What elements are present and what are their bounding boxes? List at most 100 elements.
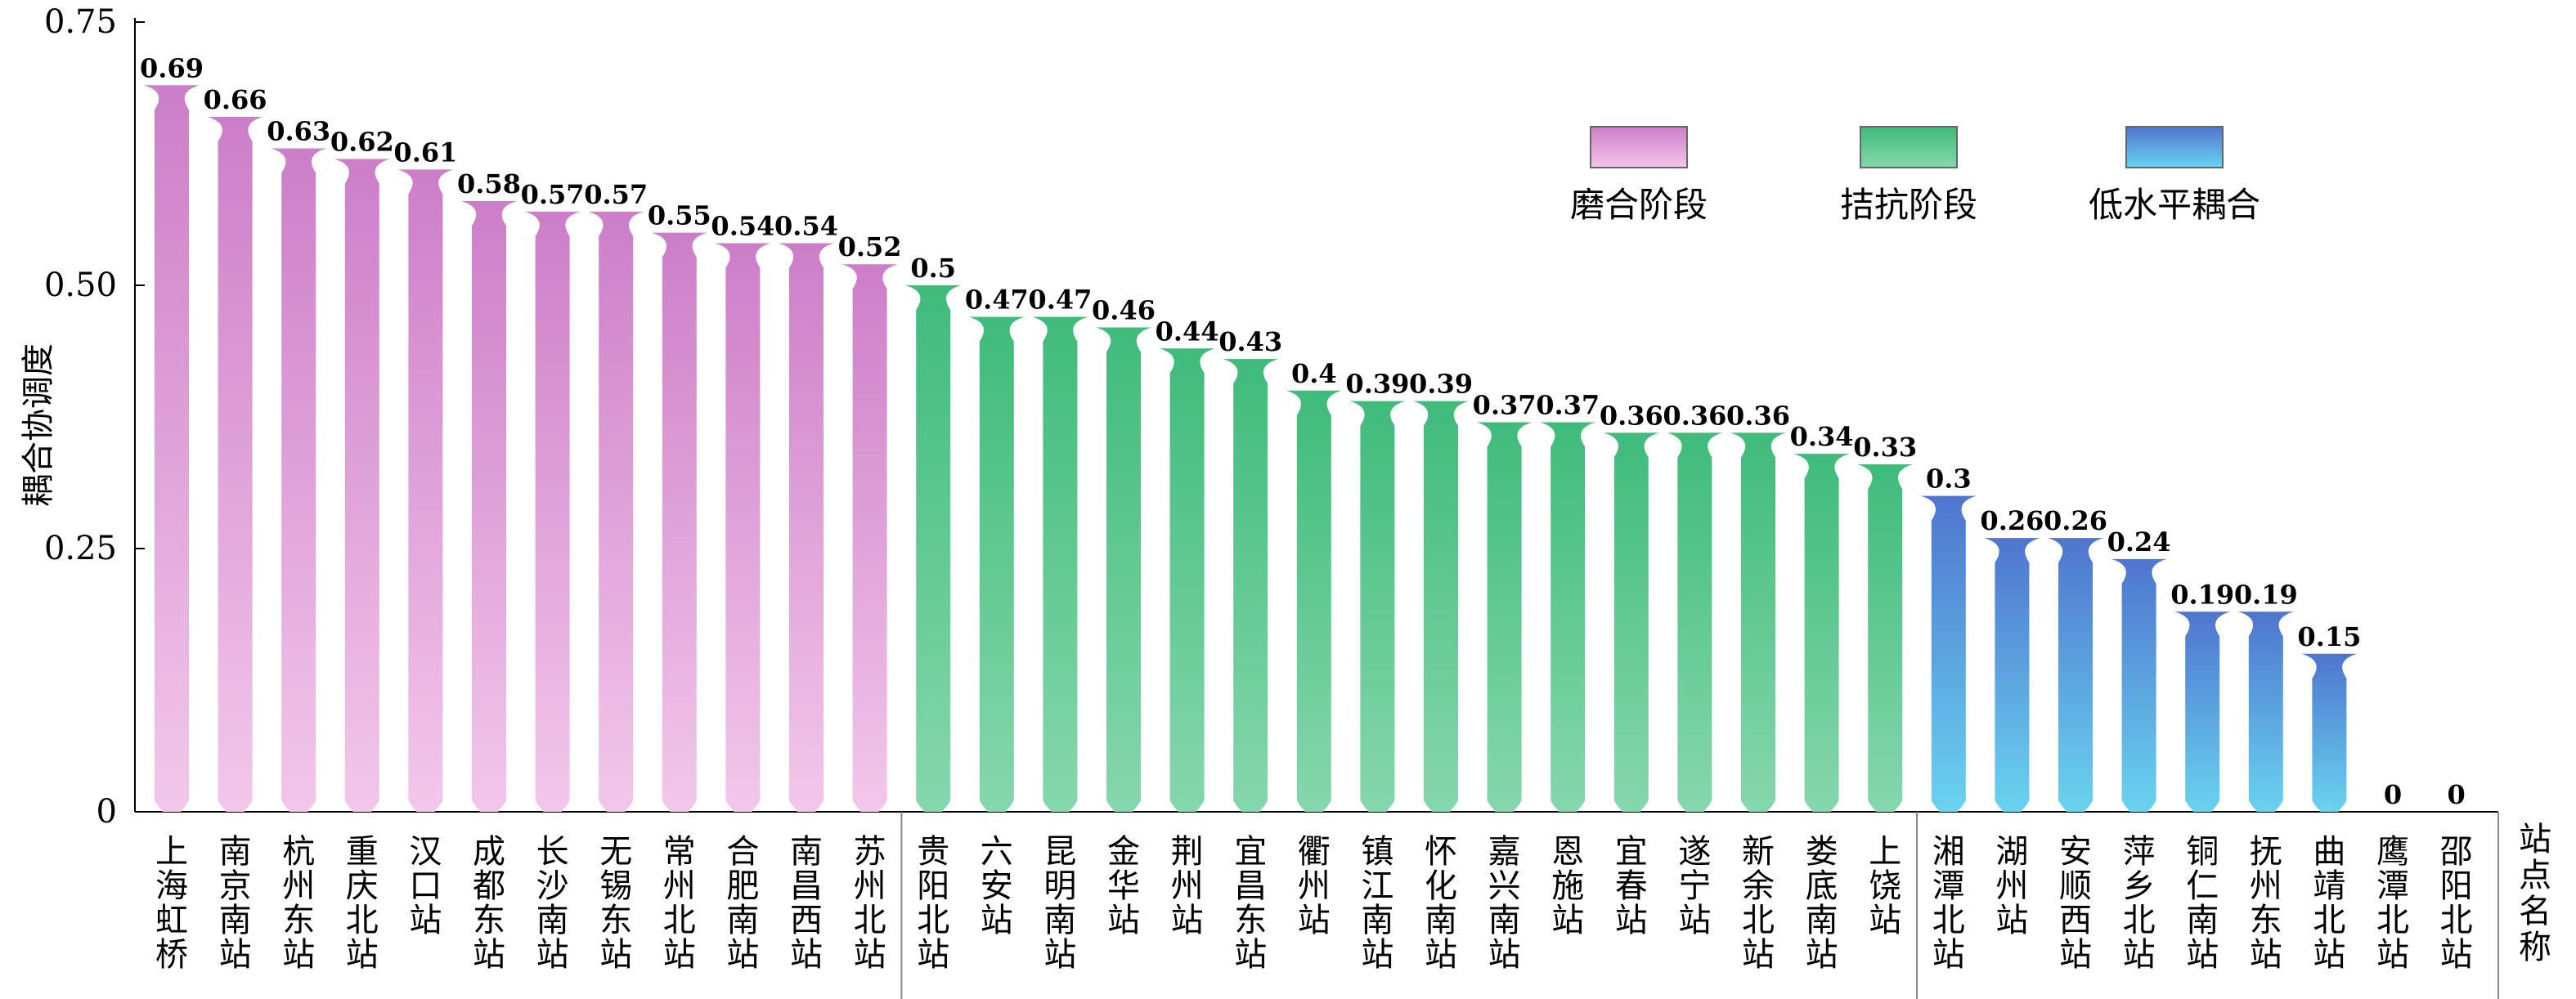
category-label-char: 东 [282,902,315,939]
category-label-char: 北 [2123,902,2156,939]
category-label-char: 站 [726,936,759,974]
category-label-char: 南 [219,833,252,871]
bar-base-cap [1050,804,1070,812]
bar [334,159,390,812]
category-label-char: 鹰 [2376,833,2409,871]
category-label-char: 成 [473,833,505,871]
category-label-char: 海 [155,867,188,905]
bar [1540,422,1596,812]
category-label-char: 站 [1043,936,1076,974]
value-label: 0.69 [140,52,204,83]
category-label-char: 州 [1298,867,1331,905]
y-tick-label: 0.50 [44,267,117,304]
bar-base-cap [923,804,944,812]
value-label: 0.57 [584,179,648,210]
bar [1730,432,1786,812]
category-label-char: 站 [1551,902,1584,939]
category-label-char: 南 [1361,902,1393,939]
value-label: 0.36 [1726,400,1790,431]
bar-base-cap [1494,804,1515,812]
bar-base-cap [859,804,880,812]
value-label: 0.47 [965,284,1029,316]
category-label-char: 铜 [2186,833,2219,871]
bar [1159,348,1215,812]
category-label-char: 站 [1742,936,1775,974]
bar-base-cap [986,804,1007,812]
category-label-char: 站 [854,936,886,974]
bar-base-cap [797,804,816,812]
category-label-char: 站 [1298,902,1331,939]
category-label-char: 北 [2313,902,2345,939]
bar-base-cap [1431,804,1451,812]
category-label-char: 阳 [2440,867,2473,905]
category-label-char: 靖 [2313,867,2345,905]
bar [1476,422,1533,812]
value-label: 0.54 [774,210,838,241]
bar-base-cap [2319,804,2340,812]
bar [1920,495,1977,812]
category-label-char: 明 [1043,867,1076,905]
value-label: 0.52 [838,231,902,262]
value-label: 0.36 [1600,400,1663,431]
category-label-char: 怀 [1425,833,1457,871]
bar [524,211,581,813]
bar-base-cap [1811,804,1832,812]
bar-base-cap [1558,804,1578,812]
category-label-char: 饶 [1869,867,1901,905]
bar [2174,611,2231,812]
category-label-char: 底 [1806,867,1838,905]
category-label-char: 遂 [1678,833,1711,871]
bar-base-cap [352,804,372,812]
bar [1223,359,1279,812]
bar [2237,611,2294,812]
category-label-char: 仁 [2186,867,2219,905]
category-label-char: 贵 [917,833,949,871]
category-label-char: 抚 [2250,833,2282,871]
category-label-char: 口 [409,867,442,905]
value-label: 0.43 [1218,326,1282,357]
y-tick-label: 0.25 [44,530,117,567]
category-label-char: 州 [854,867,886,905]
bar-base-cap [1938,804,1959,812]
category-label-char: 站 [282,936,315,974]
bar [841,264,898,812]
bar [2111,558,2167,812]
value-label: 0 [2447,779,2465,810]
category-label-char: 荆 [1171,833,1204,871]
category-label-char: 州 [663,867,696,905]
bar-base-cap [225,804,245,812]
bar [779,243,834,813]
x-axis-title-char: 站 [2519,821,2551,858]
category-label-char: 兴 [1488,867,1521,905]
value-label: 0.62 [330,126,394,157]
category-label-char: 南 [790,833,823,871]
bar [1032,316,1088,812]
category-label-char: 昌 [790,867,823,905]
category-label-char: 站 [2123,936,2156,974]
bar-base-cap [1304,804,1324,812]
category-label-char: 庆 [346,867,379,905]
category-label-char: 余 [1742,867,1775,905]
bar-base-cap [1875,804,1896,812]
bar-base-cap [479,804,499,812]
category-label-char: 安 [981,867,1013,905]
x-axis-title-char: 称 [2519,929,2551,966]
category-label-char: 宁 [1678,867,1711,905]
value-label: 0.5 [910,253,956,284]
value-label: 0.66 [204,84,267,115]
category-label-char: 长 [536,833,569,871]
category-label-char: 东 [473,902,505,939]
category-label-char: 站 [1615,902,1648,939]
category-label-char: 东 [599,902,632,939]
category-label-char: 衢 [1298,833,1331,871]
category-label-char: 北 [917,902,949,939]
category-label-char: 无 [599,833,632,871]
category-label-char: 合 [726,833,759,871]
legend-label: 低水平耦合 [2089,185,2260,225]
bar [207,116,263,813]
category-label-char: 北 [346,902,379,939]
value-label: 0.19 [2170,579,2234,610]
bar-base-cap [162,804,182,812]
